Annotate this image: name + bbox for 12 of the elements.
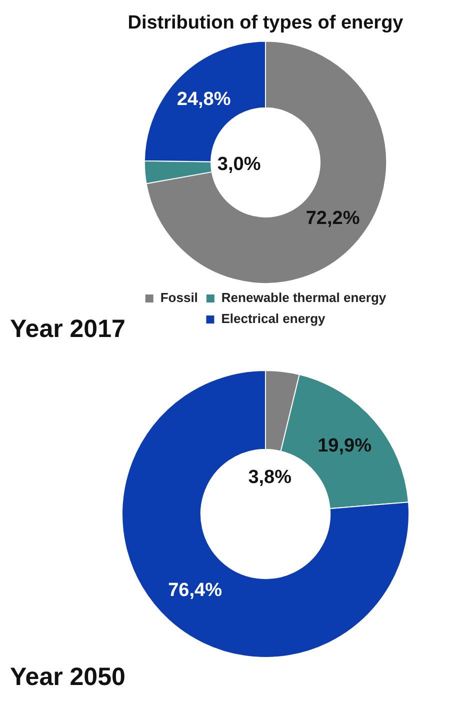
data-label: 76,4%	[168, 580, 222, 601]
chart-title: Distribution of types of energy	[128, 12, 404, 34]
legend-label: Renewable thermal energy	[221, 290, 387, 306]
data-label: 3,0%	[217, 154, 261, 175]
legend-label: Electrical energy	[221, 311, 326, 326]
data-label: 72,2%	[306, 208, 360, 230]
data-label: 3,8%	[248, 466, 292, 488]
text: Year 2017	[10, 315, 126, 344]
legend-label: Fossil	[160, 290, 198, 306]
data-label: 19,9%	[318, 436, 372, 457]
data-label: 24,8%	[176, 89, 231, 110]
text: Year 2050	[10, 663, 126, 692]
